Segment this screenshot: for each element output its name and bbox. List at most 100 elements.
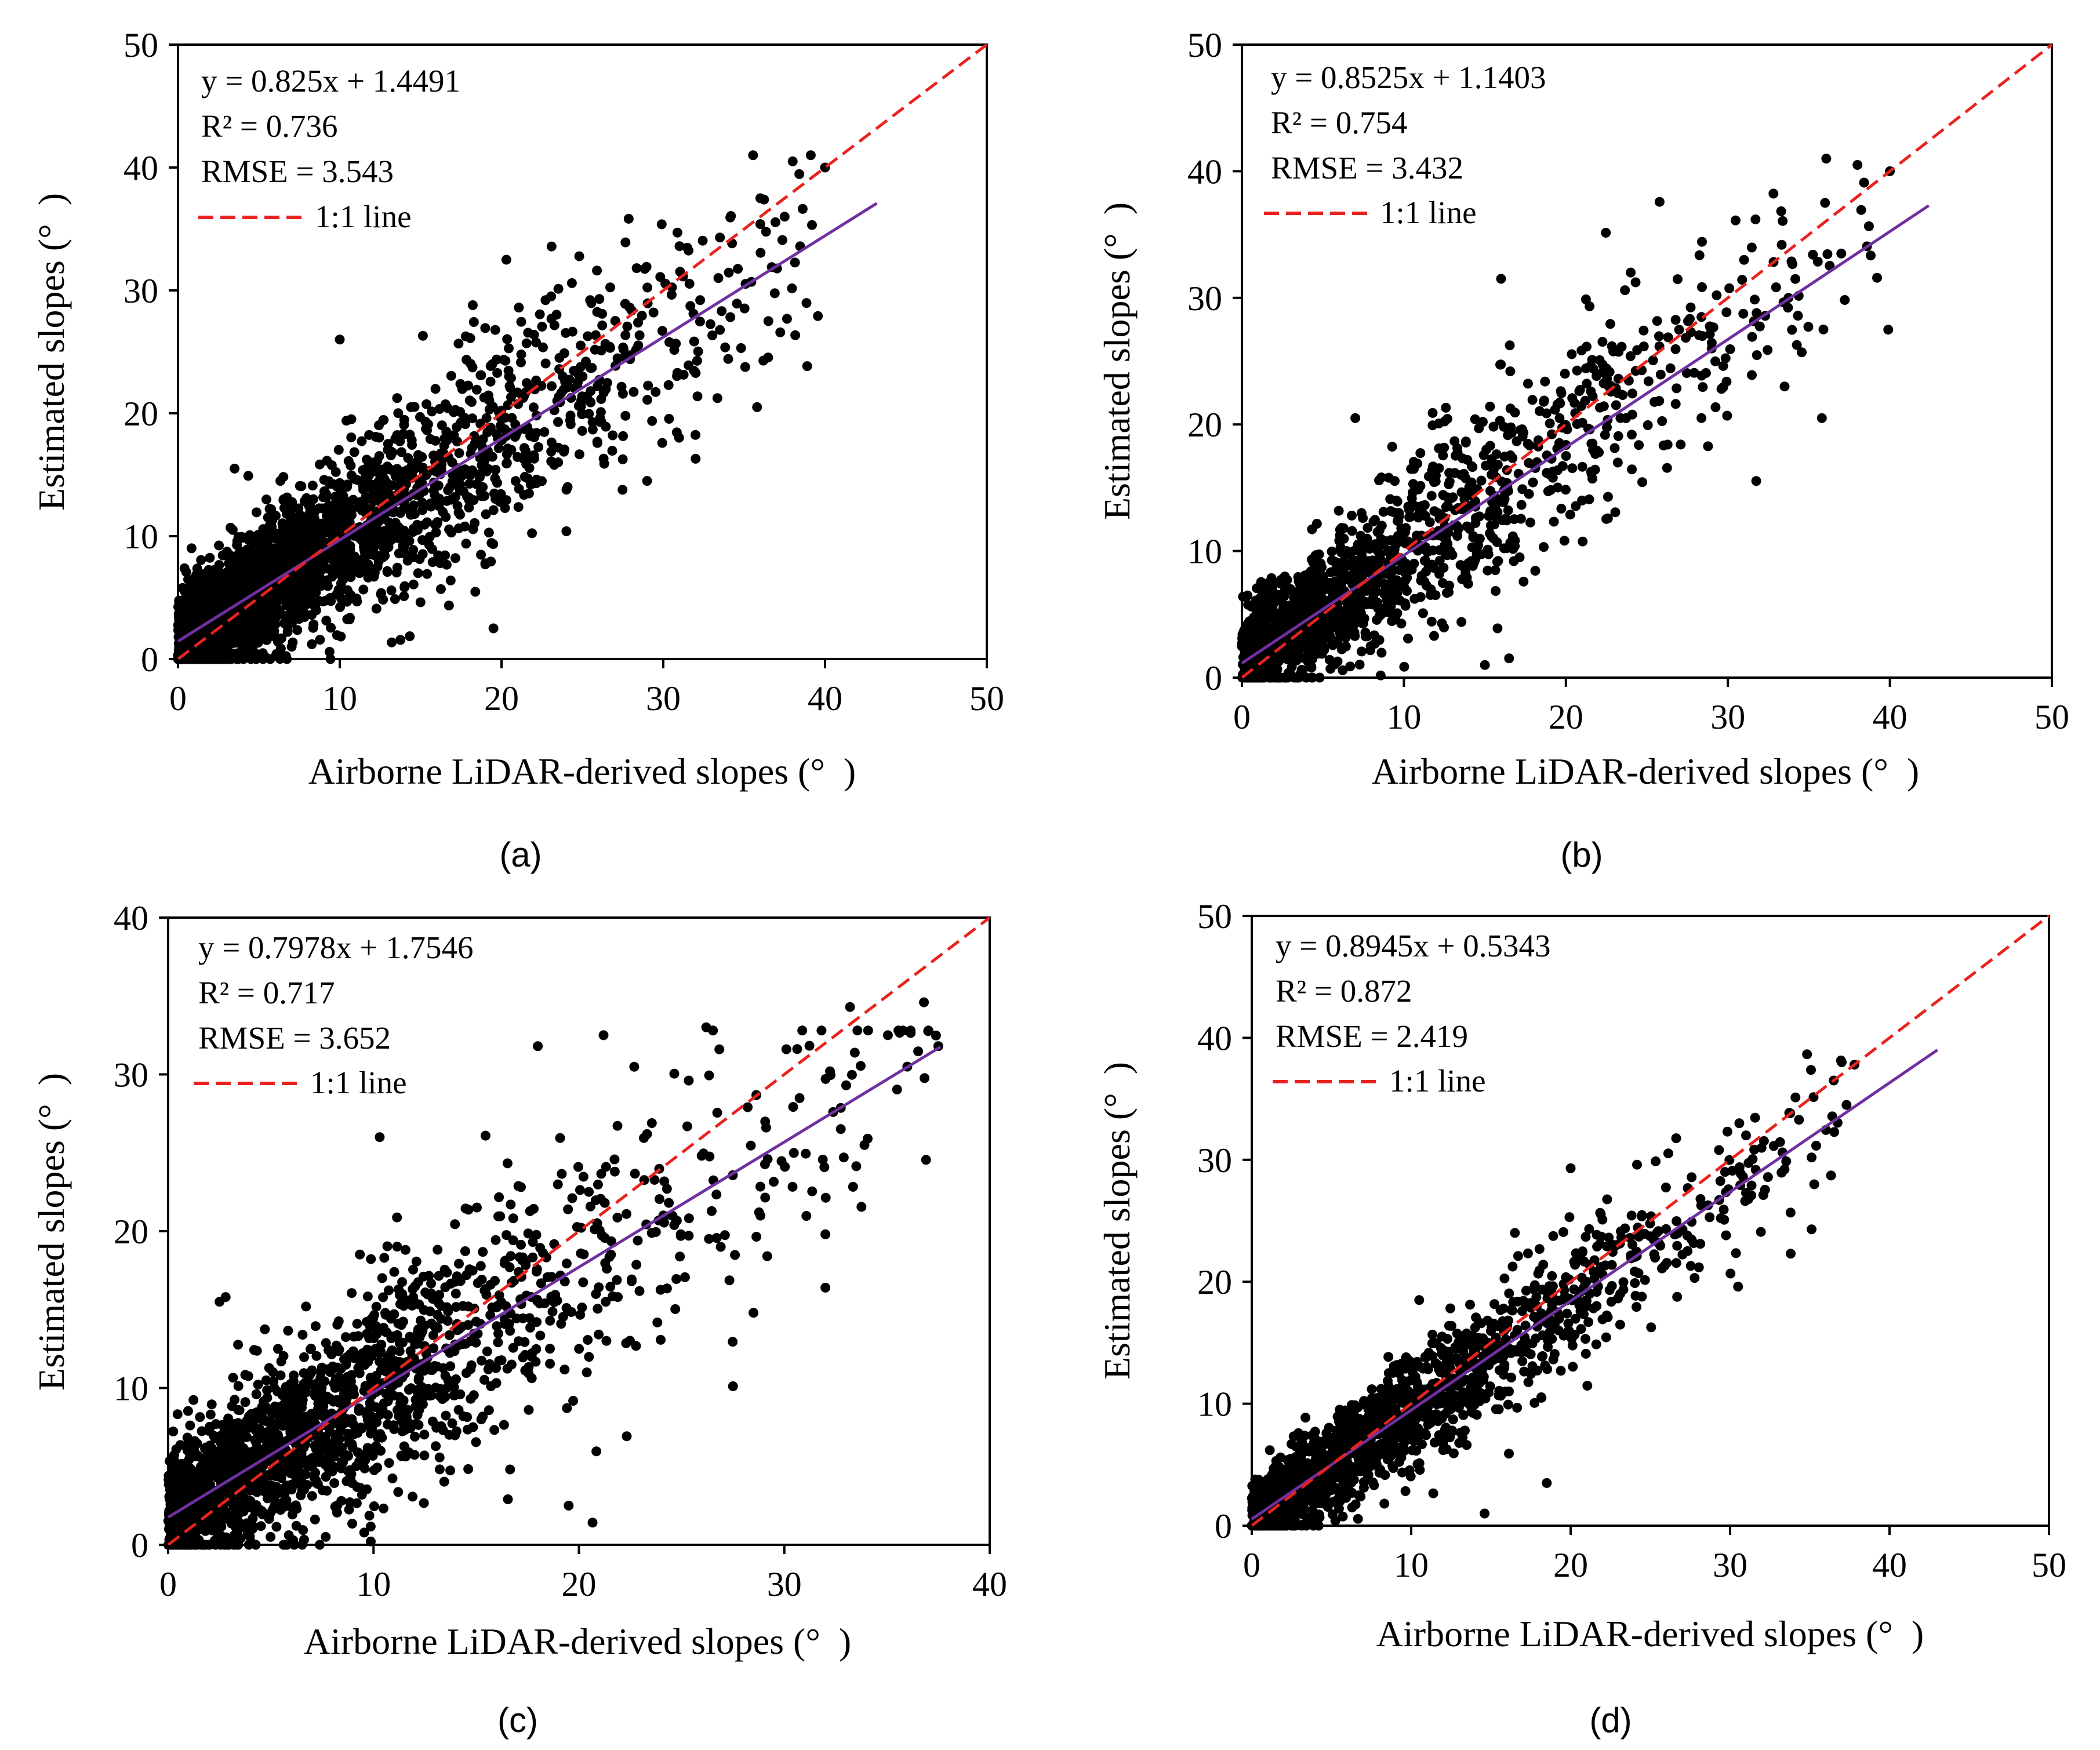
- scatter-point: [1523, 439, 1533, 449]
- scatter-point: [1420, 555, 1430, 565]
- scatter-point: [779, 212, 790, 222]
- scatter-point: [1776, 239, 1787, 250]
- scatter-point: [1560, 369, 1570, 379]
- scatter-point: [324, 647, 335, 657]
- scatter-point: [321, 616, 332, 626]
- scatter-point: [274, 545, 284, 555]
- scatter-point: [663, 380, 674, 390]
- scatter-point: [322, 563, 333, 574]
- scatter-point: [506, 1199, 516, 1210]
- scatter-point: [355, 533, 365, 544]
- scatter-point: [303, 499, 313, 509]
- scatter-point: [408, 579, 419, 590]
- scatter-point: [422, 569, 433, 579]
- scatter-point: [1301, 672, 1311, 683]
- scatter-point: [1402, 573, 1412, 583]
- scatter-point: [1336, 580, 1346, 590]
- scatter-point: [248, 580, 258, 591]
- scatter-point: [1357, 618, 1368, 628]
- scatter-point: [1483, 549, 1494, 559]
- scatter-point: [1670, 399, 1681, 409]
- scatter-point: [1327, 547, 1337, 556]
- scatter-point: [225, 550, 235, 561]
- scatter-point: [612, 353, 623, 363]
- panel-label: (a): [499, 835, 542, 874]
- scatter-point: [1273, 672, 1284, 683]
- scatter-point: [1412, 459, 1423, 469]
- r-squared-label: R² = 0.754: [1271, 105, 1407, 140]
- scatter-point: [1460, 473, 1471, 483]
- scatter-point: [1712, 290, 1722, 300]
- scatter-point: [386, 536, 396, 545]
- scatter-point: [1525, 517, 1535, 527]
- x-axis-label: Airborne LiDAR-derived slopes (° ): [308, 751, 856, 792]
- scatter-point: [1476, 475, 1487, 486]
- scatter-point: [1334, 505, 1344, 516]
- scatter-point: [461, 539, 471, 549]
- scatter-point: [567, 1193, 577, 1203]
- scatter-point: [205, 603, 216, 613]
- y-tick-label: 0: [141, 641, 158, 679]
- scatter-point: [1600, 430, 1610, 440]
- scatter-point: [503, 400, 513, 410]
- scatter-point: [724, 267, 734, 278]
- scatter-point: [254, 557, 264, 567]
- scatter-point: [372, 526, 382, 536]
- scatter-point: [1376, 647, 1387, 658]
- scatter-point: [664, 1198, 674, 1208]
- scatter-point: [477, 1275, 487, 1285]
- scatter-point: [577, 425, 587, 436]
- scatter-point: [376, 588, 386, 598]
- scatter-point: [1621, 413, 1631, 423]
- scatter-point: [343, 500, 354, 510]
- x-tick-label: 20: [484, 679, 519, 718]
- scatter-point: [1329, 659, 1340, 670]
- scatter-point: [794, 169, 805, 179]
- scatter-point: [428, 485, 439, 496]
- scatter-point: [1284, 607, 1295, 618]
- scatter-point: [1444, 479, 1454, 489]
- scatter-point: [1372, 614, 1382, 625]
- scatter-point: [386, 446, 396, 457]
- scatter-point: [1425, 517, 1435, 527]
- scatter-point: [462, 492, 473, 502]
- scatter-point: [1808, 249, 1818, 260]
- scatter-point: [622, 1209, 631, 1219]
- scatter-point: [516, 350, 526, 359]
- scatter-point: [279, 503, 289, 513]
- y-axis-label: Estimated slopes (° ): [1096, 202, 1138, 520]
- scatter-point: [669, 345, 680, 355]
- scatter-point: [1373, 577, 1383, 588]
- scatter-point: [1463, 559, 1474, 569]
- scatter-point: [257, 618, 267, 629]
- scatter-point: [399, 420, 409, 430]
- scatter-point: [1488, 465, 1499, 475]
- scatter-point: [340, 594, 351, 605]
- scatter-point: [641, 261, 652, 272]
- scatter-point: [1601, 363, 1612, 374]
- scatter-point: [455, 379, 466, 389]
- scatter-point: [392, 1212, 402, 1223]
- scatter-point: [1655, 369, 1666, 380]
- scatter-point: [394, 548, 404, 559]
- scatter-point: [1605, 319, 1615, 329]
- scatter-point: [475, 370, 486, 380]
- scatter-point: [450, 405, 460, 415]
- scatter-point: [191, 585, 201, 595]
- scatter-point: [228, 577, 239, 588]
- scatter-point: [1508, 544, 1518, 554]
- scatter-point: [221, 586, 231, 596]
- scatter-point: [1483, 565, 1493, 576]
- scatter-point: [1581, 363, 1591, 373]
- scatter-point: [1581, 294, 1591, 304]
- scatter-point: [1314, 623, 1325, 634]
- scatter-point: [1856, 205, 1866, 215]
- scatter-point: [1763, 345, 1773, 355]
- scatter-point: [1739, 254, 1749, 265]
- scatter-point: [200, 654, 210, 664]
- scatter-point: [1495, 359, 1505, 370]
- scatter-point: [597, 308, 607, 319]
- scatter-point: [1368, 589, 1379, 599]
- scatter-point: [1251, 628, 1262, 638]
